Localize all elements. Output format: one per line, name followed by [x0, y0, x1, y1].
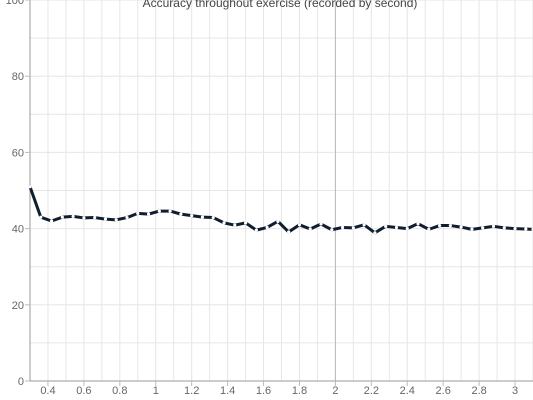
x-tick-label: 0.4	[40, 385, 55, 397]
x-tick-label: 2.8	[471, 385, 486, 397]
data-point	[459, 225, 463, 229]
data-point	[211, 215, 215, 220]
y-tick-label: 40	[12, 224, 24, 236]
series-layer	[28, 185, 533, 235]
data-point	[351, 226, 355, 230]
data-point	[448, 223, 452, 228]
tick-labels: 0.4 0.6 0.8 1 1.2 1.4 1.6 1.8 2 2.2 2.4 2.6 2.8 3 0 20 4…	[6, 0, 518, 397]
data-point	[168, 209, 172, 213]
x-tick-label: 1.4	[220, 385, 235, 397]
data-point	[276, 219, 280, 223]
x-tick-label: 2.4	[400, 385, 415, 397]
data-point	[319, 222, 323, 226]
y-tick-label: 80	[12, 71, 24, 83]
data-point	[103, 217, 108, 221]
data-point	[49, 219, 54, 223]
data-point	[82, 216, 86, 220]
y-tick-label: 0	[18, 376, 24, 388]
data-point	[125, 215, 129, 220]
data-point	[513, 227, 517, 231]
x-tick-label: 2	[332, 385, 338, 397]
data-point	[384, 224, 388, 228]
x-tick-label: 1.8	[292, 385, 307, 397]
data-point	[470, 227, 474, 231]
data-point	[146, 212, 151, 216]
data-point	[362, 223, 366, 227]
x-tick-label: 1.2	[184, 385, 199, 397]
data-point	[416, 222, 420, 226]
data-point	[254, 228, 258, 232]
grid	[29, 0, 533, 381]
y-tick-label: 100	[6, 0, 24, 7]
data-point	[481, 226, 485, 230]
x-tick-label: 0.8	[112, 385, 127, 397]
data-point	[190, 214, 194, 218]
chart-title: Accuracy throughout exercise (recorded b…	[143, 0, 418, 10]
data-point	[114, 218, 118, 222]
series-line	[28, 185, 533, 235]
data-point	[265, 225, 269, 230]
data-point	[394, 225, 399, 230]
x-tick-label: 2.2	[364, 385, 379, 397]
data-point	[28, 185, 32, 189]
data-point	[287, 230, 291, 234]
data-point	[60, 215, 64, 219]
x-tick-label: 3	[512, 385, 518, 397]
data-point	[243, 221, 248, 225]
data-point	[491, 224, 496, 228]
x-tick-label: 0.6	[76, 385, 91, 397]
data-point	[157, 209, 161, 213]
data-point	[179, 212, 183, 216]
y-tick-label: 20	[12, 300, 24, 312]
data-point	[233, 223, 237, 227]
y-tick-label: 60	[12, 147, 24, 159]
data-point	[93, 215, 97, 220]
x-tick-label: 2.6	[436, 385, 451, 397]
data-point	[524, 227, 528, 231]
data-point	[427, 227, 431, 231]
data-point	[330, 228, 334, 232]
data-point	[340, 225, 345, 230]
data-point	[373, 231, 377, 235]
data-point	[297, 223, 302, 227]
data-point	[437, 223, 442, 228]
data-point	[71, 214, 75, 219]
data-point	[136, 211, 140, 215]
data-point	[502, 226, 506, 230]
data-point	[222, 221, 226, 225]
data-point	[39, 215, 43, 219]
data-point	[200, 215, 205, 219]
x-tick-label: 1.6	[256, 385, 271, 397]
data-point	[308, 227, 312, 231]
x-tick-label: 1	[153, 385, 159, 397]
data-point	[405, 227, 409, 231]
